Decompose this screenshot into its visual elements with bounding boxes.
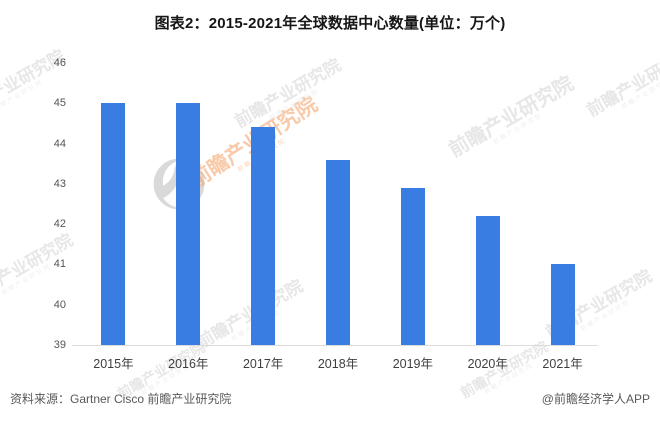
- bar-slot: [301, 63, 376, 345]
- x-tick-label: 2019年: [392, 357, 434, 371]
- y-tick-label: 40: [53, 298, 66, 311]
- y-tick-label: 41: [53, 258, 66, 271]
- footer: 资料来源：Gartner Cisco 前瞻产业研究院 @前瞻经济学人APP: [10, 390, 650, 407]
- credit-note: @前瞻经济学人APP: [541, 392, 650, 406]
- x-axis-line: [72, 345, 598, 346]
- bar-2017年: [251, 127, 276, 345]
- y-tick-label: 45: [53, 97, 66, 110]
- y-tick-label: 46: [53, 57, 66, 69]
- x-tick-label: 2016年: [168, 357, 209, 371]
- x-tick-label: 2017年: [242, 357, 284, 371]
- y-tick-label: 44: [53, 137, 66, 150]
- y-axis: 39 40 41 42 43 44 45 46: [0, 0, 66, 421]
- x-tick-label: 2021年: [542, 357, 583, 371]
- bar-2021年: [550, 264, 575, 345]
- y-tick-label: 42: [53, 218, 66, 231]
- x-axis-labels: 2015年 2016年 2017年 2018年 2019年 2020年 2021年: [76, 353, 600, 372]
- x-tick-label: 2015年: [93, 357, 134, 371]
- bar-slot: [450, 63, 525, 345]
- y-tick-label: 43: [53, 177, 66, 190]
- y-tick-label: 39: [53, 339, 66, 351]
- chart-title: 图表2：2015-2021年全球数据中心数量(单位：万个): [154, 15, 506, 32]
- bar-2019年: [400, 187, 425, 345]
- x-tick-label: 2020年: [467, 357, 508, 371]
- bar-2020年: [475, 216, 500, 345]
- bar-slot: [375, 63, 450, 345]
- bar-2016年: [176, 103, 201, 345]
- bar-2015年: [101, 103, 126, 345]
- bars-area: [76, 63, 600, 345]
- bar-slot: [76, 63, 151, 345]
- bar-2018年: [326, 159, 350, 345]
- source-note: 资料来源：Gartner Cisco 前瞻产业研究院: [10, 392, 232, 406]
- bar-slot: [151, 63, 226, 345]
- bar-slot: [226, 63, 301, 345]
- x-tick-label: 2018年: [317, 357, 359, 371]
- bar-slot: [525, 63, 600, 345]
